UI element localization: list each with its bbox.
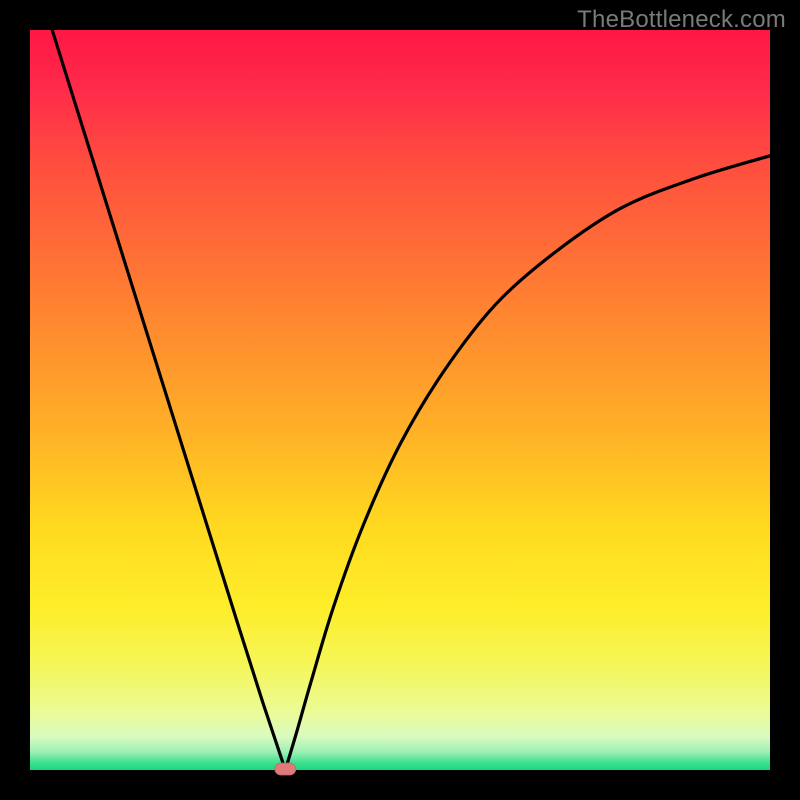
minimum-marker: [275, 763, 296, 775]
chart-svg: [0, 0, 800, 800]
watermark-text: TheBottleneck.com: [577, 6, 786, 34]
gradient-background: [30, 30, 770, 770]
bottleneck-chart: [0, 0, 800, 800]
